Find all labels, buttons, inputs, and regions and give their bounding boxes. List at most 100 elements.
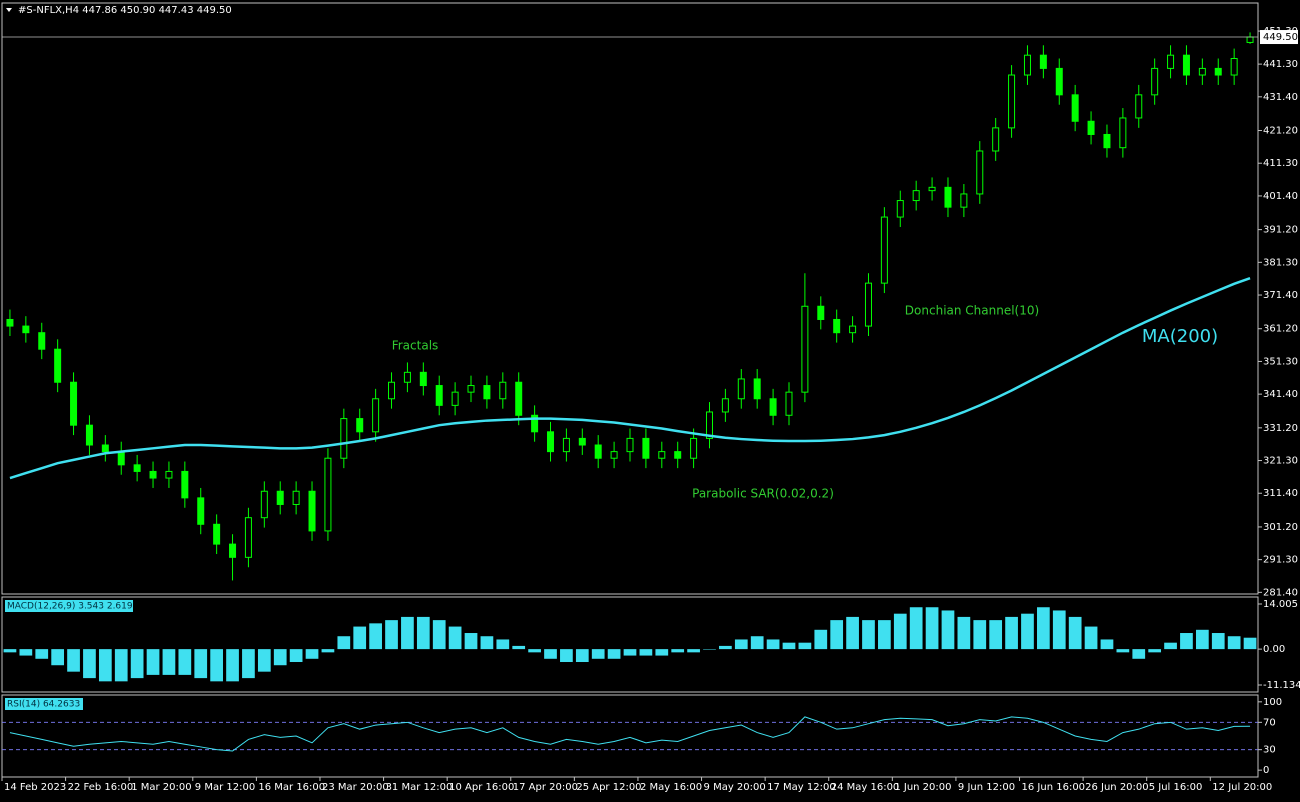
- x-tick-label: 14 Feb 2023: [4, 782, 66, 793]
- macd-bar: [3, 649, 17, 653]
- y-tick-label: 381.30: [1263, 257, 1298, 268]
- macd-bar: [671, 649, 685, 653]
- candle-body: [626, 437, 634, 453]
- candle-body: [419, 371, 427, 387]
- candle-body: [6, 318, 14, 327]
- ma-line: [9, 277, 1251, 480]
- candle-body: [1087, 120, 1095, 135]
- macd-bar: [1100, 639, 1114, 650]
- macd-bar: [766, 639, 780, 650]
- ma-label: MA(200): [1142, 326, 1218, 347]
- x-tick-label: 22 Feb 16:00: [68, 782, 134, 793]
- macd-bar: [98, 649, 112, 682]
- y-tick-label: 30: [1263, 745, 1276, 756]
- y-tick-label: 321.30: [1263, 456, 1298, 467]
- candle-body: [785, 391, 793, 416]
- x-tick-label: 2 May 16:00: [640, 782, 702, 793]
- candle-body: [1039, 54, 1047, 69]
- macd-bar: [257, 649, 271, 672]
- macd-bar: [401, 616, 414, 650]
- rsi-panel: [1, 694, 1259, 778]
- candle-body: [705, 411, 713, 439]
- candle-body: [22, 325, 30, 334]
- macd-bar: [353, 626, 367, 650]
- macd-bar: [19, 649, 33, 656]
- macd-bar: [1180, 633, 1193, 650]
- panel-title: MACD(12,26,9) 3.543 2.619: [7, 602, 133, 612]
- macd-bar: [289, 649, 303, 663]
- candle-body: [690, 437, 698, 459]
- macd-bar: [989, 620, 1003, 650]
- y-tick-label: 411.30: [1263, 158, 1298, 169]
- candle-body: [833, 318, 841, 334]
- candle-body: [54, 348, 62, 383]
- macd-bar: [337, 636, 351, 650]
- candle-body: [1214, 67, 1222, 76]
- macd-bar: [146, 649, 160, 675]
- candle-body: [165, 470, 173, 479]
- candle-body: [944, 186, 952, 208]
- candle-body: [547, 431, 555, 453]
- macd-bar: [957, 616, 971, 650]
- x-tick-label: 24 May 16:00: [831, 782, 900, 793]
- candle-body: [642, 437, 650, 459]
- macd-bar: [798, 642, 812, 650]
- macd-bar: [544, 649, 557, 659]
- candle-body: [1246, 36, 1254, 43]
- x-tick-label: 1 Jun 20:00: [894, 782, 951, 793]
- candle-body: [880, 216, 888, 284]
- macd-bar: [591, 649, 605, 659]
- macd-bar: [321, 649, 335, 653]
- price-label: 449.50: [1263, 32, 1298, 43]
- macd-bar: [528, 649, 541, 653]
- y-tick-label: 311.40: [1263, 488, 1298, 499]
- macd-bar: [448, 626, 462, 650]
- macd-bar: [575, 649, 589, 663]
- candle-body: [1151, 67, 1159, 96]
- title-box: [5, 600, 133, 612]
- candle-body: [1135, 94, 1143, 119]
- candle-body: [181, 470, 189, 499]
- macd-bar: [432, 620, 446, 650]
- macd-bar: [273, 649, 287, 666]
- macd-bar: [1227, 636, 1241, 650]
- candle-body: [658, 451, 666, 459]
- candle-body: [562, 437, 570, 453]
- macd-bar: [464, 633, 478, 650]
- y-tick-label: -11.134: [1263, 680, 1300, 691]
- macd-bar: [1068, 616, 1082, 650]
- macd-bar: [305, 649, 319, 659]
- y-tick-label: 281.40: [1263, 587, 1298, 598]
- y-tick-label: 70: [1263, 717, 1276, 728]
- y-tick-label: 441.30: [1263, 59, 1298, 70]
- macd-bar: [719, 645, 732, 650]
- macd-bar: [496, 639, 510, 650]
- macd-bar: [1164, 642, 1177, 650]
- y-tick-label: 0: [1263, 765, 1269, 776]
- macd-bar: [655, 649, 669, 656]
- macd-bar: [1052, 610, 1066, 650]
- macd-bar: [1037, 607, 1050, 650]
- macd-bar: [909, 607, 923, 650]
- macd-bar: [1084, 626, 1098, 650]
- x-tick-label: 25 Apr 12:00: [576, 782, 641, 793]
- candle-body: [1230, 57, 1238, 76]
- y-tick-label: 431.40: [1263, 92, 1298, 103]
- macd-bar: [639, 649, 653, 656]
- x-tick-label: 17 Apr 20:00: [513, 782, 578, 793]
- macd-bar: [814, 629, 828, 650]
- y-tick-label: 361.20: [1263, 324, 1298, 335]
- macd-bar: [607, 649, 621, 659]
- candle-body: [1182, 54, 1190, 76]
- macd-bar: [687, 649, 700, 653]
- candle-body: [356, 418, 364, 433]
- macd-bar: [1005, 616, 1018, 650]
- candle-body: [1055, 67, 1063, 96]
- candle-body: [531, 414, 539, 433]
- macd-bar: [210, 649, 223, 682]
- macd-bar: [51, 649, 65, 666]
- macd-bar: [830, 620, 844, 650]
- macd-bar: [782, 642, 796, 650]
